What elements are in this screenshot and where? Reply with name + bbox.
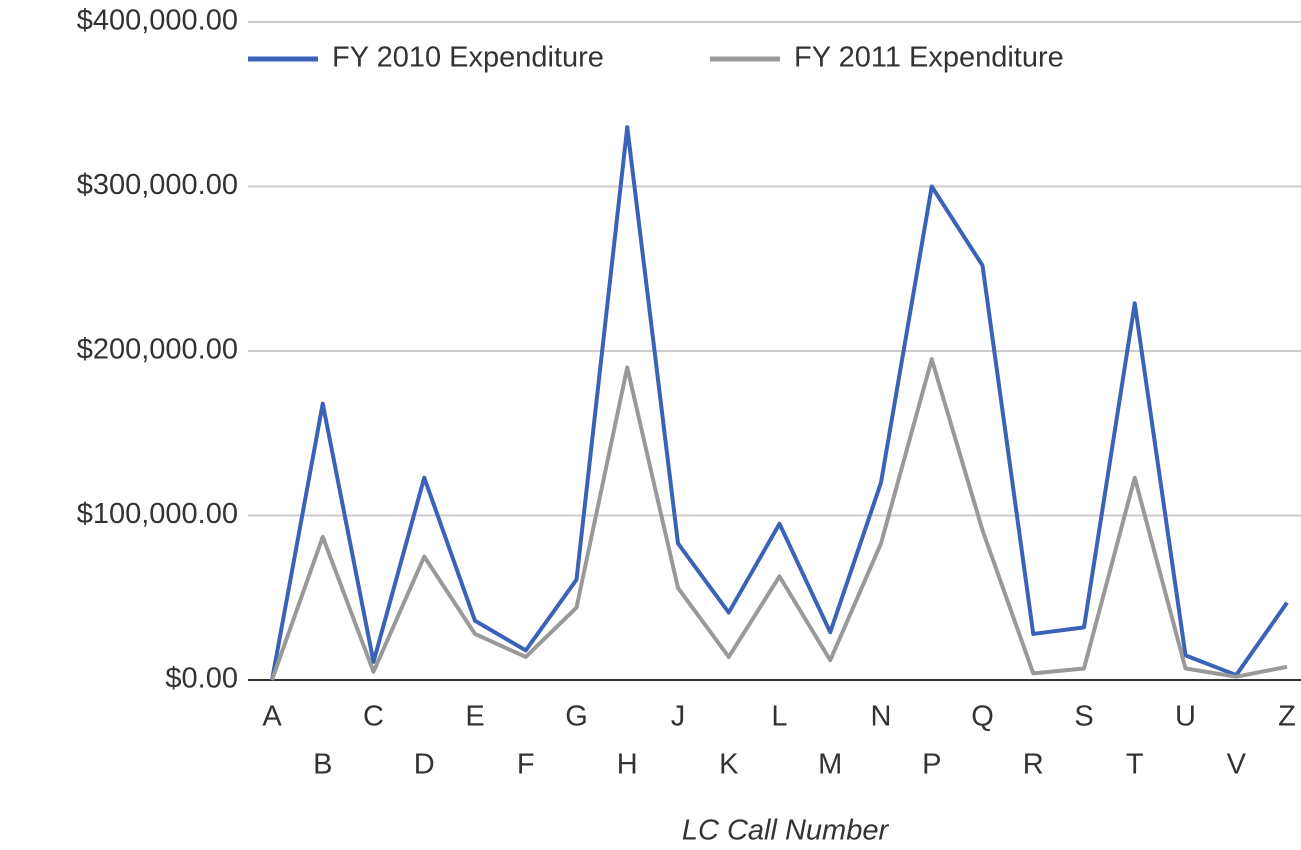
x-tick-label: H [617,749,638,781]
x-tick-label: S [1074,701,1093,733]
x-tick-label: F [517,749,535,781]
x-tick-label: T [1126,749,1144,781]
x-tick-label: Z [1278,701,1296,733]
x-tick-label: A [262,701,282,733]
x-tick-label: J [671,701,686,733]
y-tick-label: $0.00 [165,663,238,695]
x-tick-label: R [1023,749,1044,781]
x-tick-label: E [465,701,484,733]
x-tick-label: Q [971,701,994,733]
x-axis-label: LC Call Number [682,815,890,847]
x-tick-label: U [1175,701,1196,733]
series-line [270,125,1289,681]
series-line [270,357,1288,681]
x-tick-label: P [922,749,941,781]
x-tick-label: C [363,701,384,733]
y-tick-label: $100,000.00 [77,498,238,530]
x-tick-label: N [871,701,892,733]
y-tick-label: $400,000.00 [77,5,238,37]
x-tick-label: G [565,701,588,733]
x-tick-label: D [414,749,435,781]
x-tick-label: L [771,701,787,733]
x-tick-label: M [818,749,842,781]
legend-label: FY 2011 Expenditure [794,42,1064,74]
y-tick-label: $200,000.00 [77,334,238,366]
x-tick-label: B [313,749,332,781]
legend-label: FY 2010 Expenditure [332,42,604,74]
x-tick-label: K [719,749,739,781]
y-tick-label: $300,000.00 [77,169,238,201]
x-tick-label: V [1227,749,1247,781]
